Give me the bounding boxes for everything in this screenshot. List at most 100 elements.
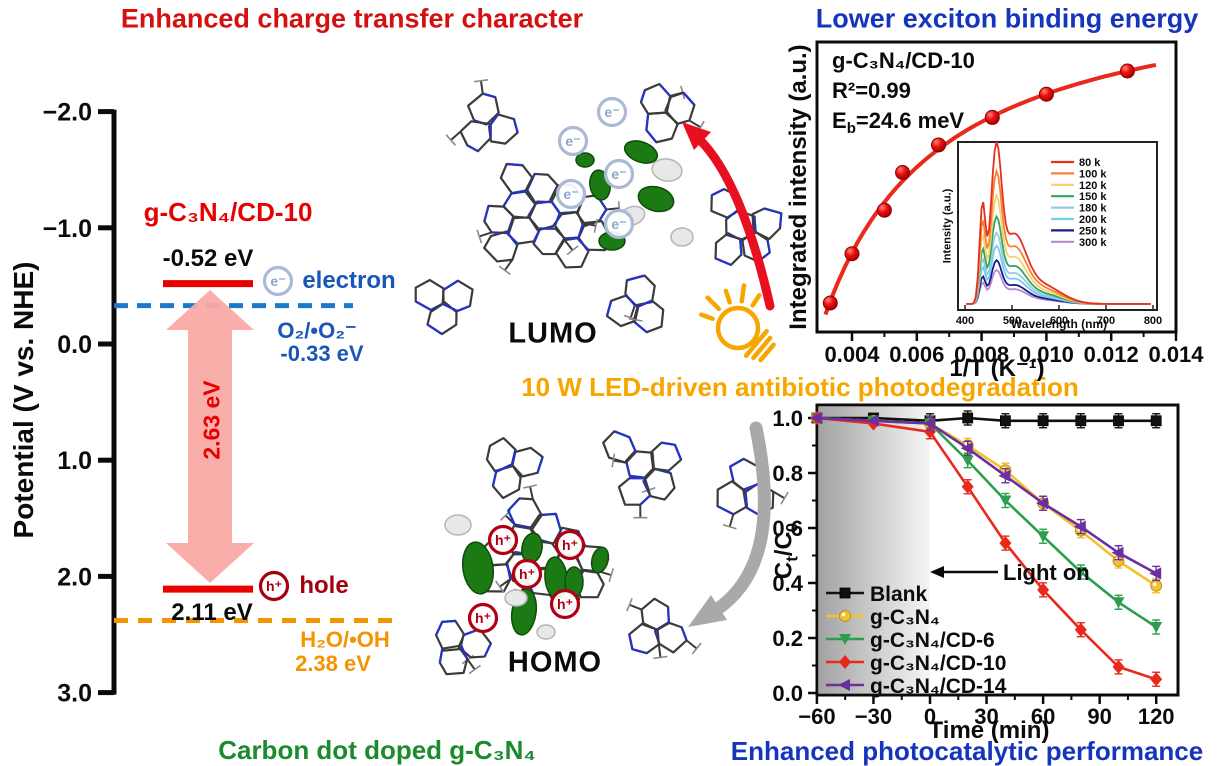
inset-legend-label: 120 k	[1079, 180, 1107, 192]
methyl-stub	[688, 119, 702, 129]
inset-legend-label: 100 k	[1079, 168, 1107, 180]
lumo-electron-badge-text: e⁻	[604, 104, 619, 120]
nitrogen-bond	[637, 299, 653, 308]
pl-curve	[966, 141, 1151, 305]
nitrogen-bond	[564, 237, 578, 242]
methyl-stub	[685, 639, 698, 650]
methyl-stub	[629, 603, 642, 611]
light-on-label: Light on	[1003, 560, 1090, 585]
hole-badge-text: h⁺	[266, 578, 282, 594]
nitrogen-bond	[680, 626, 688, 641]
h-stub	[729, 525, 737, 530]
nitrogen-bond	[535, 200, 552, 205]
marker-triangle-left	[1036, 497, 1049, 510]
nitrogen-bond	[605, 300, 613, 317]
molecule-ring-patch	[605, 274, 665, 334]
molecule-ring-patch	[626, 597, 702, 660]
marker-diamond	[1150, 672, 1163, 687]
orbital-lobe-green	[590, 546, 610, 574]
axis-tick-label: 1.0	[57, 447, 92, 475]
marker-triangle-down	[1074, 567, 1087, 578]
homo-hole-badge-text: h⁺	[557, 596, 573, 612]
homo-hole-badge-circle	[549, 588, 581, 620]
marker-triangle-down	[999, 495, 1012, 507]
nitrogen-bond	[536, 456, 544, 474]
ylabel-t-sub: t	[782, 556, 802, 562]
axis-tick-label: −1.0	[43, 215, 92, 243]
molecule-ring-patch	[485, 436, 544, 500]
orbital-lobe-green	[461, 541, 495, 595]
nitrogen-bond	[766, 239, 771, 253]
electron-badge-circle	[262, 265, 294, 297]
lumo-electron-badge-circle	[603, 208, 635, 240]
marker-diamond	[999, 536, 1012, 551]
ring-bonds	[628, 621, 660, 655]
gray-arrow-head	[688, 595, 727, 627]
nitrogen-bond	[438, 648, 444, 663]
h-stub	[780, 497, 786, 505]
annotation-eb: Eb=24.6 meV	[832, 108, 964, 137]
ring-bonds	[483, 230, 519, 263]
marker-highlight	[841, 612, 846, 617]
methyl-stub	[479, 80, 484, 94]
marker-triangle-down	[839, 634, 851, 645]
nitrogen-bond	[577, 222, 585, 238]
methyl-stub	[772, 490, 786, 500]
inset-legend-label: 250 k	[1079, 225, 1107, 237]
inset-legend-label: 300 k	[1079, 237, 1107, 249]
band-gap-label: 2.63 eV	[198, 380, 225, 460]
nitrogen-bond	[442, 619, 456, 623]
h-stub	[498, 265, 506, 271]
nitrogen-bond	[739, 239, 743, 255]
data-point	[876, 202, 892, 218]
y-tick-label: 0.8	[772, 461, 803, 486]
marker-diamond	[961, 479, 974, 494]
y-tick-label: 0.4	[772, 571, 803, 596]
nitrogen-bond	[628, 436, 637, 453]
material-label: g-C₃N₄/CD-10	[143, 197, 313, 227]
lumo-electron-badge-text: e⁻	[611, 166, 626, 182]
ring-bonds	[507, 497, 543, 531]
nitrogen-bond	[625, 294, 639, 308]
methyl-stub	[582, 222, 597, 227]
x-tick-label: 0.004	[824, 342, 880, 367]
legend-label: g-C₃N₄	[870, 606, 940, 629]
nitrogen-bond	[628, 634, 634, 650]
x-tick-label: 120	[1138, 704, 1175, 729]
methyl-stub	[499, 578, 511, 588]
orbital-lobe-white	[444, 514, 472, 536]
x-tick-label: 0.014	[1148, 342, 1204, 367]
h-stub	[612, 453, 616, 461]
orbital-lobe-green	[637, 185, 675, 213]
lumo-molecule: e⁻ e⁻ e⁻ e⁻ e⁻	[414, 79, 783, 336]
h-stub	[500, 514, 507, 521]
o2-level-label: -0.33 eV	[280, 341, 364, 366]
nitrogen-bond	[426, 323, 443, 335]
inset-x-tick-label: 400	[956, 315, 974, 327]
title-photocatalytic-performance: Enhanced photocatalytic performance	[730, 736, 1204, 766]
methyl-stub	[639, 504, 642, 518]
photodegradation-chart: −60 −30 0 30 60 90 1200.00.20.40.60.81.0Blankg…	[772, 403, 1180, 729]
methyl-stub	[728, 513, 735, 528]
ring-bonds	[645, 111, 679, 144]
nitrogen-bond	[415, 300, 432, 311]
methyl-stub	[466, 658, 476, 671]
h-stub	[595, 218, 599, 226]
x-tick-label: 0.008	[954, 342, 1009, 367]
axis-tick-label: −2.0	[43, 99, 92, 127]
orbital-lobe-white	[504, 589, 528, 607]
homo-hole-badge-text: h⁺	[475, 610, 491, 626]
h-stub	[593, 225, 597, 233]
ylabel-0-sub: 0	[782, 522, 802, 533]
bulb-ray	[750, 293, 762, 308]
x-tick-label: 0.006	[889, 342, 944, 367]
h-stub	[628, 318, 636, 321]
homo-hole-badge-circle	[467, 602, 499, 634]
inset-legend-label: 180 k	[1079, 203, 1107, 215]
marker-circle	[1150, 579, 1163, 592]
molecule-ring-patch	[445, 79, 519, 153]
hole-label: hole	[299, 572, 349, 599]
center-arrows	[682, 122, 775, 627]
nitrogen-bond	[489, 124, 492, 139]
